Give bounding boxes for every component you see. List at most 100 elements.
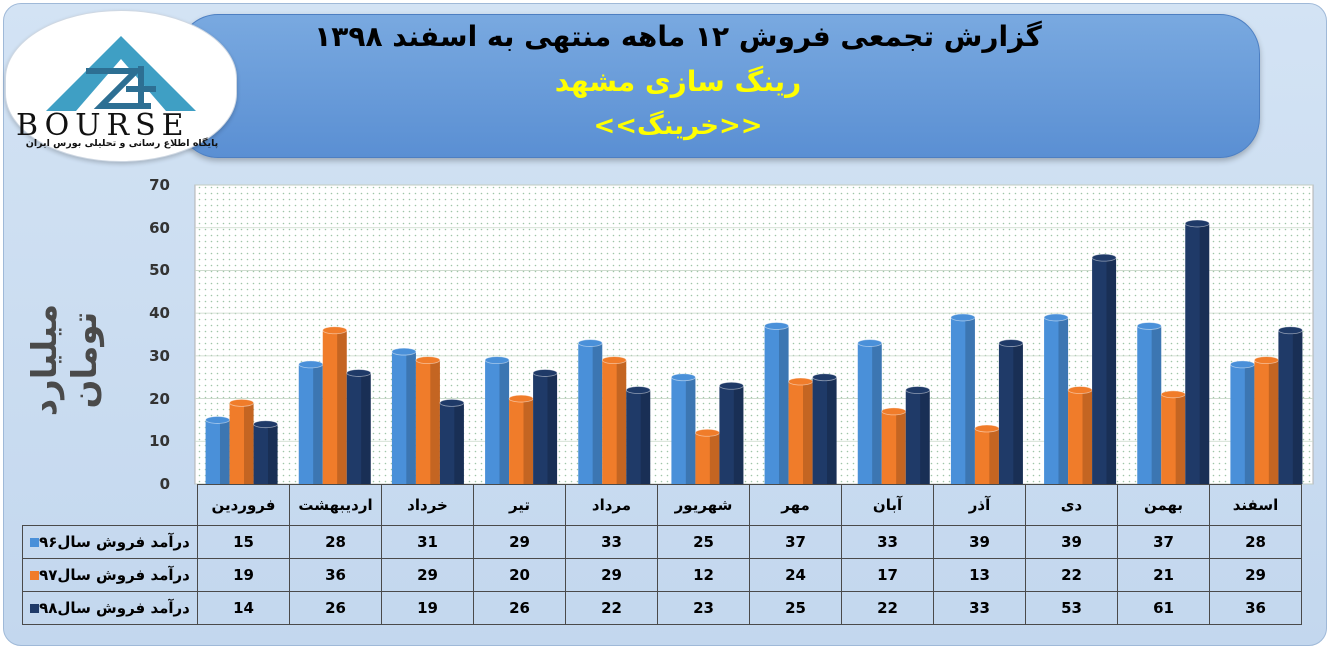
bar-2-1: [229, 398, 254, 484]
data-table: فروردین اردیبهشت خرداد تیر مرداد شهریور مهر آبا…: [22, 484, 1302, 625]
bar-2-9: [974, 424, 1000, 484]
category-label: مهر: [749, 484, 842, 526]
data-label: 26: [473, 591, 566, 625]
bourse-logo: [5, 10, 237, 162]
data-label: 39: [1025, 525, 1118, 559]
category-label: خرداد: [381, 484, 474, 526]
data-label: 23: [657, 591, 750, 625]
category-label: شهریور: [657, 484, 750, 526]
bar-1-6: [671, 373, 696, 484]
bar-3-3: [439, 398, 465, 484]
bar-1-9: [950, 313, 976, 484]
data-label: 25: [749, 591, 842, 625]
y-tick-label: 50: [149, 261, 170, 280]
data-label: 14: [197, 591, 290, 625]
data-label: 36: [289, 558, 382, 592]
data-label: 33: [933, 591, 1026, 625]
category-row: فروردین اردیبهشت خرداد تیر مرداد شهریور مهر آبا…: [23, 484, 1302, 526]
ticker-symbol: <<خرینگ>>: [593, 111, 763, 141]
bar-3-2: [346, 369, 372, 484]
logo-wordmark: BOURSE: [16, 108, 190, 143]
data-label: 24: [749, 558, 842, 592]
bar-1-12: [1230, 360, 1255, 484]
bar-1-2: [298, 360, 324, 484]
data-label: 36: [1209, 591, 1302, 625]
bar-3-10: [1091, 253, 1117, 484]
bar-3-1: [253, 420, 278, 484]
bar-2-3: [415, 356, 441, 484]
legend-swatch: [30, 604, 40, 613]
bar-1-7: [764, 322, 789, 484]
data-label: 33: [841, 525, 934, 559]
bar-2-12: [1254, 356, 1279, 484]
data-label: 29: [565, 558, 658, 592]
data-label: 28: [289, 525, 382, 559]
series-name: درآمد فروش سال۹۶: [39, 533, 190, 551]
category-label: اردیبهشت: [289, 484, 382, 526]
title-banner: [178, 14, 1260, 158]
category-label: تیر: [473, 484, 566, 526]
category-label: آذر: [933, 484, 1026, 526]
bar-2-2: [322, 326, 348, 484]
data-label: 22: [841, 591, 934, 625]
bar-2-7: [788, 377, 813, 484]
y-tick-label: 60: [149, 218, 170, 237]
bar-1-8: [857, 339, 883, 484]
y-tick-label: 40: [149, 304, 170, 323]
bar-1-5: [577, 339, 603, 484]
legend-swatch: [30, 571, 40, 580]
series-legend: درآمد فروش سال۹۷: [22, 558, 198, 592]
data-label: 29: [473, 525, 566, 559]
bar-2-10: [1067, 386, 1093, 484]
logo-mountain-icon: [46, 36, 196, 111]
data-label: 19: [197, 558, 290, 592]
data-label: 37: [1117, 525, 1210, 559]
bar-1-1: [205, 416, 230, 484]
bar-1-4: [484, 356, 510, 484]
data-label: 33: [565, 525, 658, 559]
data-label: 21: [1117, 558, 1210, 592]
table-row: درآمد فروش سال۹۷ 19 36 29 20 29 12 24 17 13 22 21 29: [22, 558, 1302, 592]
bar-1-11: [1136, 322, 1162, 484]
category-label: دی: [1025, 484, 1118, 526]
series-name: درآمد فروش سال۹۷: [39, 566, 190, 584]
bar-2-4: [508, 394, 534, 484]
data-label: 13: [933, 558, 1026, 592]
bar-3-12: [1278, 326, 1303, 484]
bar-2-11: [1160, 390, 1186, 484]
data-label: 39: [933, 525, 1026, 559]
category-label: اسفند: [1209, 484, 1302, 526]
data-label: 25: [657, 525, 750, 559]
data-label: 31: [381, 525, 474, 559]
y-tick-label: 10: [149, 432, 170, 451]
bar-3-8: [905, 386, 931, 484]
legend-swatch: [30, 538, 40, 547]
y-axis-label: میلیارد تومان: [25, 303, 105, 417]
bar-2-6: [695, 428, 720, 484]
table-row: درآمد فروش سال۹۸ 14 26 19 26 22 23 25 22 33 53 61 36: [22, 591, 1302, 625]
bar-1-10: [1043, 313, 1069, 484]
data-label: 12: [657, 558, 750, 592]
y-tick-label: 70: [149, 176, 170, 194]
data-label: 26: [289, 591, 382, 625]
plot-area: [194, 184, 1314, 485]
series-name: درآمد فروش سال۹۸: [39, 599, 190, 617]
data-label: 22: [1025, 558, 1118, 592]
logo-subtitle: پایگاه اطلاع رسانی و تحلیلی بورس ایران: [25, 138, 219, 149]
chart-title: گزارش تجمعی فروش ۱۲ ماهه منتهی به اسفند …: [314, 20, 1042, 53]
bar-2-8: [881, 407, 907, 484]
data-label: 19: [381, 591, 474, 625]
data-label: 28: [1209, 525, 1302, 559]
category-label: بهمن: [1117, 484, 1210, 526]
y-tick-label: 0: [159, 475, 170, 493]
y-tick-label: 30: [149, 346, 170, 365]
series-legend: درآمد فروش سال۹۶: [22, 525, 198, 559]
bar-1-3: [391, 347, 417, 484]
category-label: فروردین: [197, 484, 290, 526]
data-label: 53: [1025, 591, 1118, 625]
category-label: آبان: [841, 484, 934, 526]
bar-2-5: [601, 356, 627, 484]
company-name: رینگ سازی مشهد: [554, 65, 802, 98]
bar-3-9: [998, 339, 1024, 484]
